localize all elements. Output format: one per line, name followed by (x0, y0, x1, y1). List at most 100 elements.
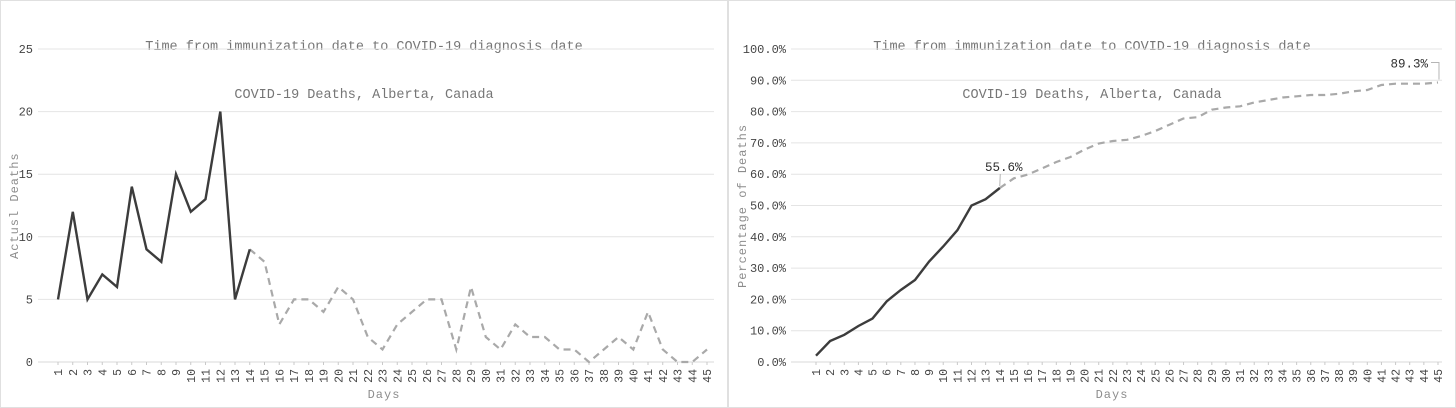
y-tick-label: 0 (26, 356, 33, 370)
x-tick-label: 38 (1334, 369, 1347, 383)
x-tick-label: 7 (142, 369, 155, 376)
y-tick-label: 25 (19, 43, 33, 57)
x-tick-label: 20 (333, 369, 346, 383)
x-tick-label: 35 (555, 369, 568, 383)
x-tick-label: 5 (868, 369, 881, 376)
x-tick-label: 21 (348, 369, 361, 383)
x-tick-label: 23 (1122, 369, 1135, 383)
x-tick-label: 34 (1277, 369, 1290, 383)
x-tick-label: 29 (1207, 369, 1220, 383)
x-tick-label: 39 (1348, 369, 1361, 383)
x-tick-label: 33 (525, 369, 538, 383)
x-tick-label: 40 (1362, 369, 1375, 383)
x-tick-label: 43 (673, 369, 686, 383)
x-tick-label: 31 (496, 369, 509, 383)
chart-panel-percentage-deaths: Time from immunization date to COVID-19 … (728, 0, 1456, 408)
y-tick-label: 0.0% (757, 356, 787, 370)
x-tick-label: 40 (628, 369, 641, 383)
chart-title-line1: Time from immunization date to COVID-19 … (873, 40, 1311, 55)
x-tick-label: 28 (1193, 369, 1206, 383)
x-tick-label: 10 (186, 369, 199, 383)
x-tick-label: 33 (1263, 369, 1276, 383)
y-tick-label: 15 (19, 168, 33, 182)
y-tick-label: 10.0% (750, 325, 787, 339)
x-axis-label: Days (1095, 388, 1129, 402)
x-tick-label: 10 (938, 369, 951, 383)
x-tick-label: 4 (97, 369, 110, 376)
chart-panel-actual-deaths: Time from immunization date to COVID-19 … (0, 0, 728, 408)
x-tick-label: 8 (910, 369, 923, 376)
x-tick-label: 16 (274, 369, 287, 383)
x-tick-label: 8 (156, 369, 169, 376)
y-tick-label: 10 (19, 231, 33, 245)
x-tick-label: 12 (215, 369, 228, 383)
x-tick-label: 22 (363, 369, 376, 383)
series-solid-segment (815, 187, 1001, 357)
x-tick-label: 17 (289, 369, 302, 383)
x-tick-label: 11 (952, 369, 965, 383)
annotation-value-label: 55.6% (985, 161, 1023, 175)
x-tick-label: 34 (540, 369, 553, 383)
x-tick-label: 12 (966, 369, 979, 383)
chart-title-line2: COVID-19 Deaths, Alberta, Canada (234, 88, 494, 103)
x-tick-label: 22 (1108, 369, 1121, 383)
line-chart-percentage-deaths: 0.0% 10.0% 20.0% 30.0% 40.0% 50.0% 60.0% 70.0% 8… (743, 43, 1446, 383)
x-tick-label: 3 (83, 369, 96, 376)
y-tick-label: 90.0% (750, 74, 787, 88)
x-tick-label: 11 (201, 369, 214, 383)
x-tick-label: 38 (599, 369, 612, 383)
x-tick-label: 37 (1320, 369, 1333, 383)
x-tick-label: 15 (1009, 369, 1022, 383)
x-tick-label: 42 (658, 369, 671, 383)
x-tick-label: 1 (53, 369, 66, 376)
x-tick-label: 30 (1221, 369, 1234, 383)
x-tick-label: 23 (378, 369, 391, 383)
x-tick-label: 30 (481, 369, 494, 383)
x-tick-label: 25 (407, 369, 420, 383)
chart-title-line2: COVID-19 Deaths, Alberta, Canada (962, 88, 1222, 103)
x-tick-label: 6 (882, 369, 895, 376)
x-tick-label: 13 (981, 369, 994, 383)
x-tick-label: 42 (1391, 369, 1404, 383)
x-tick-label: 41 (643, 369, 656, 383)
y-tick-label: 5 (26, 293, 33, 307)
x-tick-label: 7 (896, 369, 909, 376)
x-tick-label: 45 (1433, 369, 1446, 383)
x-tick-label: 36 (1306, 369, 1319, 383)
x-tick-label: 18 (304, 369, 317, 383)
x-tick-label: 18 (1051, 369, 1064, 383)
x-tick-label: 31 (1235, 369, 1248, 383)
x-tick-label: 26 (422, 369, 435, 383)
x-tick-label: 9 (171, 369, 184, 376)
x-tick-label: 6 (127, 369, 140, 376)
x-tick-label: 15 (260, 369, 273, 383)
x-tick-label: 29 (466, 369, 479, 383)
x-tick-label: 2 (68, 369, 81, 376)
x-tick-label: 13 (230, 369, 243, 383)
x-tick-label: 24 (392, 369, 405, 383)
x-tick-label: 4 (853, 369, 866, 376)
x-tick-label: 45 (702, 369, 715, 383)
x-tick-label: 37 (584, 369, 597, 383)
x-tick-label: 36 (569, 369, 582, 383)
y-tick-label: 80.0% (750, 106, 787, 120)
y-tick-label: 50.0% (750, 200, 787, 214)
x-tick-label: 1 (811, 369, 824, 376)
x-tick-label: 20 (1080, 369, 1093, 383)
x-tick-label: 16 (1023, 369, 1036, 383)
y-tick-label: 30.0% (750, 262, 787, 276)
x-tick-label: 14 (245, 369, 258, 383)
y-tick-label: 70.0% (750, 137, 787, 151)
chart-title: Time from immunization date to COVID-19 … (729, 8, 1455, 136)
x-tick-label: 28 (451, 369, 464, 383)
x-tick-label: 35 (1292, 369, 1305, 383)
x-tick-label: 14 (995, 369, 1008, 383)
series-solid-segment (56, 111, 251, 303)
x-tick-label: 9 (924, 369, 937, 376)
x-tick-label: 24 (1136, 369, 1149, 383)
chart-title-line1: Time from immunization date to COVID-19 … (145, 40, 583, 55)
x-tick-label: 39 (614, 369, 627, 383)
chart-title: Time from immunization date to COVID-19 … (1, 8, 727, 136)
